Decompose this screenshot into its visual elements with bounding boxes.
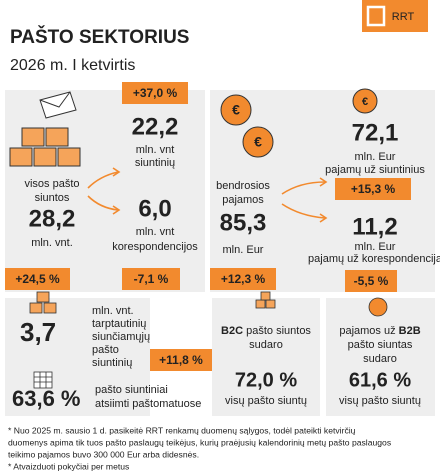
label: pajamos už B2B bbox=[339, 325, 420, 337]
panel bbox=[5, 90, 205, 292]
small-icon bbox=[29, 291, 388, 389]
change-badge bbox=[122, 82, 188, 104]
change-badge bbox=[335, 178, 411, 200]
footnote: teikimo pajamos buvo 300 000 Eur arba di… bbox=[8, 449, 199, 459]
label: bendrosios bbox=[216, 180, 270, 192]
label: korespondencijos bbox=[112, 241, 198, 253]
change-value: -7,1 % bbox=[134, 272, 169, 286]
svg-text:€: € bbox=[232, 102, 240, 118]
value: 6,0 bbox=[138, 195, 171, 222]
logo-text: RRT bbox=[392, 11, 415, 23]
label: tarptautinių bbox=[92, 318, 146, 330]
svg-text:€: € bbox=[254, 134, 262, 150]
footnote: * Nuo 2025 m. sausio 1 d. pasikeitė RRT … bbox=[8, 425, 356, 435]
value: 85,3 bbox=[220, 209, 267, 236]
label: pajamų už korespondenciją bbox=[308, 253, 440, 265]
label: B2C pašto siuntos bbox=[221, 325, 311, 337]
value: 61,6 % bbox=[349, 369, 411, 391]
label: mln. vnt. bbox=[31, 237, 73, 249]
value: 72,0 % bbox=[235, 369, 297, 391]
change-value: -5,5 % bbox=[354, 274, 389, 288]
label: pajamos už bbox=[339, 325, 398, 337]
arrow bbox=[87, 167, 328, 223]
label: mln. vnt. bbox=[92, 305, 134, 317]
change-badge bbox=[345, 270, 397, 292]
panel bbox=[5, 298, 150, 416]
label: sudaro bbox=[249, 339, 283, 351]
logo-box bbox=[362, 0, 428, 32]
footnote: duomenys apima tik tuos pašto paslaugų t… bbox=[8, 437, 391, 447]
label: pašto siuntiniai bbox=[95, 384, 168, 396]
label: visų pašto siuntų bbox=[339, 395, 421, 407]
label: visų pašto siuntų bbox=[225, 395, 307, 407]
label-bold: B2C bbox=[221, 325, 243, 337]
label: mln. Eur bbox=[355, 151, 396, 163]
euro-icon bbox=[220, 88, 378, 158]
logo-mark bbox=[366, 5, 386, 27]
change-value: +11,8 % bbox=[159, 353, 203, 367]
value: 28,2 bbox=[29, 205, 76, 232]
change-badge bbox=[122, 268, 180, 290]
label: siuntinių bbox=[135, 157, 175, 169]
subtitle: 2026 m. I ketvirtis bbox=[10, 57, 135, 74]
label: sudaro bbox=[363, 353, 397, 365]
euro-sign: € € € bbox=[232, 96, 368, 150]
label: mln. Eur bbox=[355, 241, 396, 253]
panel bbox=[212, 298, 320, 416]
label: atsiimti paštomatuose bbox=[95, 398, 201, 410]
label: siunčiamųjų bbox=[92, 331, 150, 343]
label: pajamos bbox=[222, 194, 264, 206]
label: mln. vnt bbox=[136, 226, 175, 238]
change-badge bbox=[210, 268, 276, 290]
label: mln. vnt bbox=[136, 144, 175, 156]
value: 63,6 % bbox=[12, 386, 81, 411]
label: siuntos bbox=[35, 192, 70, 204]
change-value: +12,3 % bbox=[221, 272, 266, 286]
value: 72,1 bbox=[352, 119, 399, 146]
change-value: +15,3 % bbox=[351, 182, 396, 196]
label: pašto siuntas bbox=[348, 339, 413, 351]
value: 11,2 bbox=[352, 213, 397, 240]
label: visos pašto bbox=[24, 178, 79, 190]
value: 3,7 bbox=[20, 317, 56, 347]
label: pajamų už siuntinius bbox=[325, 164, 425, 176]
value: 22,2 bbox=[132, 113, 179, 140]
svg-text:€: € bbox=[362, 96, 368, 108]
panel bbox=[326, 298, 435, 416]
label: pašto bbox=[92, 344, 119, 356]
label: siuntinių bbox=[92, 357, 132, 369]
footnote: * Atvaizduoti pokyčiai per metus bbox=[8, 461, 129, 471]
label: pašto siuntos bbox=[243, 325, 311, 337]
change-badge bbox=[5, 268, 70, 290]
title: PAŠTO SEKTORIUS bbox=[10, 26, 189, 48]
change-value: +24,5 % bbox=[15, 272, 60, 286]
label: mln. Eur bbox=[223, 244, 264, 256]
parcel-icon bbox=[9, 91, 81, 167]
change-value: +37,0 % bbox=[133, 86, 178, 100]
change-badge bbox=[150, 349, 212, 371]
label-bold: B2B bbox=[399, 325, 421, 337]
